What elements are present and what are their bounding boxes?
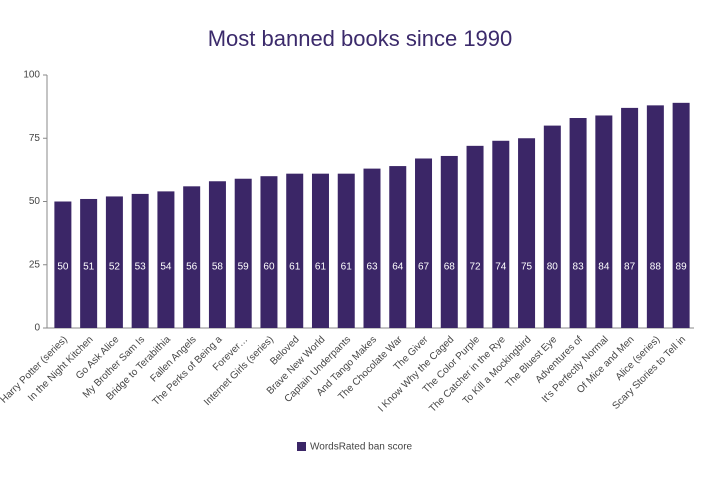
bar [286,173,304,328]
value-label: 72 [469,262,481,273]
bar [440,155,458,328]
value-label: 75 [521,262,533,273]
value-label: 53 [135,262,147,273]
bar [595,115,613,328]
value-label: 64 [392,262,404,273]
value-label: 84 [598,262,610,273]
y-tick-label: 0 [34,323,40,334]
value-label: 80 [547,262,559,273]
bar [621,107,639,328]
value-label: 60 [263,262,275,273]
bar [105,196,123,328]
value-label: 83 [573,262,585,273]
y-tick-label: 50 [29,196,41,207]
bar [54,201,72,328]
value-label: 51 [83,262,95,273]
bar [208,181,226,328]
bar [157,191,175,328]
value-label: 61 [315,262,327,273]
value-label: 50 [57,262,69,273]
value-label: 87 [624,262,636,273]
value-label: 52 [109,262,121,273]
value-label: 74 [495,262,507,273]
value-label: 61 [289,262,301,273]
value-label: 67 [418,262,430,273]
value-label: 61 [341,262,353,273]
bar [518,138,536,328]
bar [569,118,587,328]
value-label: 63 [366,262,378,273]
value-label: 68 [444,262,456,273]
bar [363,168,381,328]
value-label: 58 [212,262,224,273]
value-label: 89 [676,262,688,273]
value-label: 59 [238,262,250,273]
value-label: 54 [160,262,172,273]
bar [234,178,252,328]
bar [466,145,484,328]
bar [183,186,201,328]
bar [672,102,690,328]
bar [311,173,329,328]
y-tick-label: 100 [23,70,40,81]
bar [492,140,510,328]
bar [80,198,98,328]
chart-title: Most banned books since 1990 [208,26,513,51]
legend-label: WordsRated ban score [310,442,413,453]
bar [131,193,149,328]
bar [415,158,433,328]
y-tick-label: 75 [29,133,41,144]
value-label: 88 [650,262,662,273]
y-tick-label: 25 [29,259,41,270]
legend-swatch [297,442,306,451]
bar [389,166,407,328]
bar [646,105,664,328]
bar [337,173,355,328]
bar [260,176,278,328]
bar [543,125,561,328]
value-label: 56 [186,262,198,273]
